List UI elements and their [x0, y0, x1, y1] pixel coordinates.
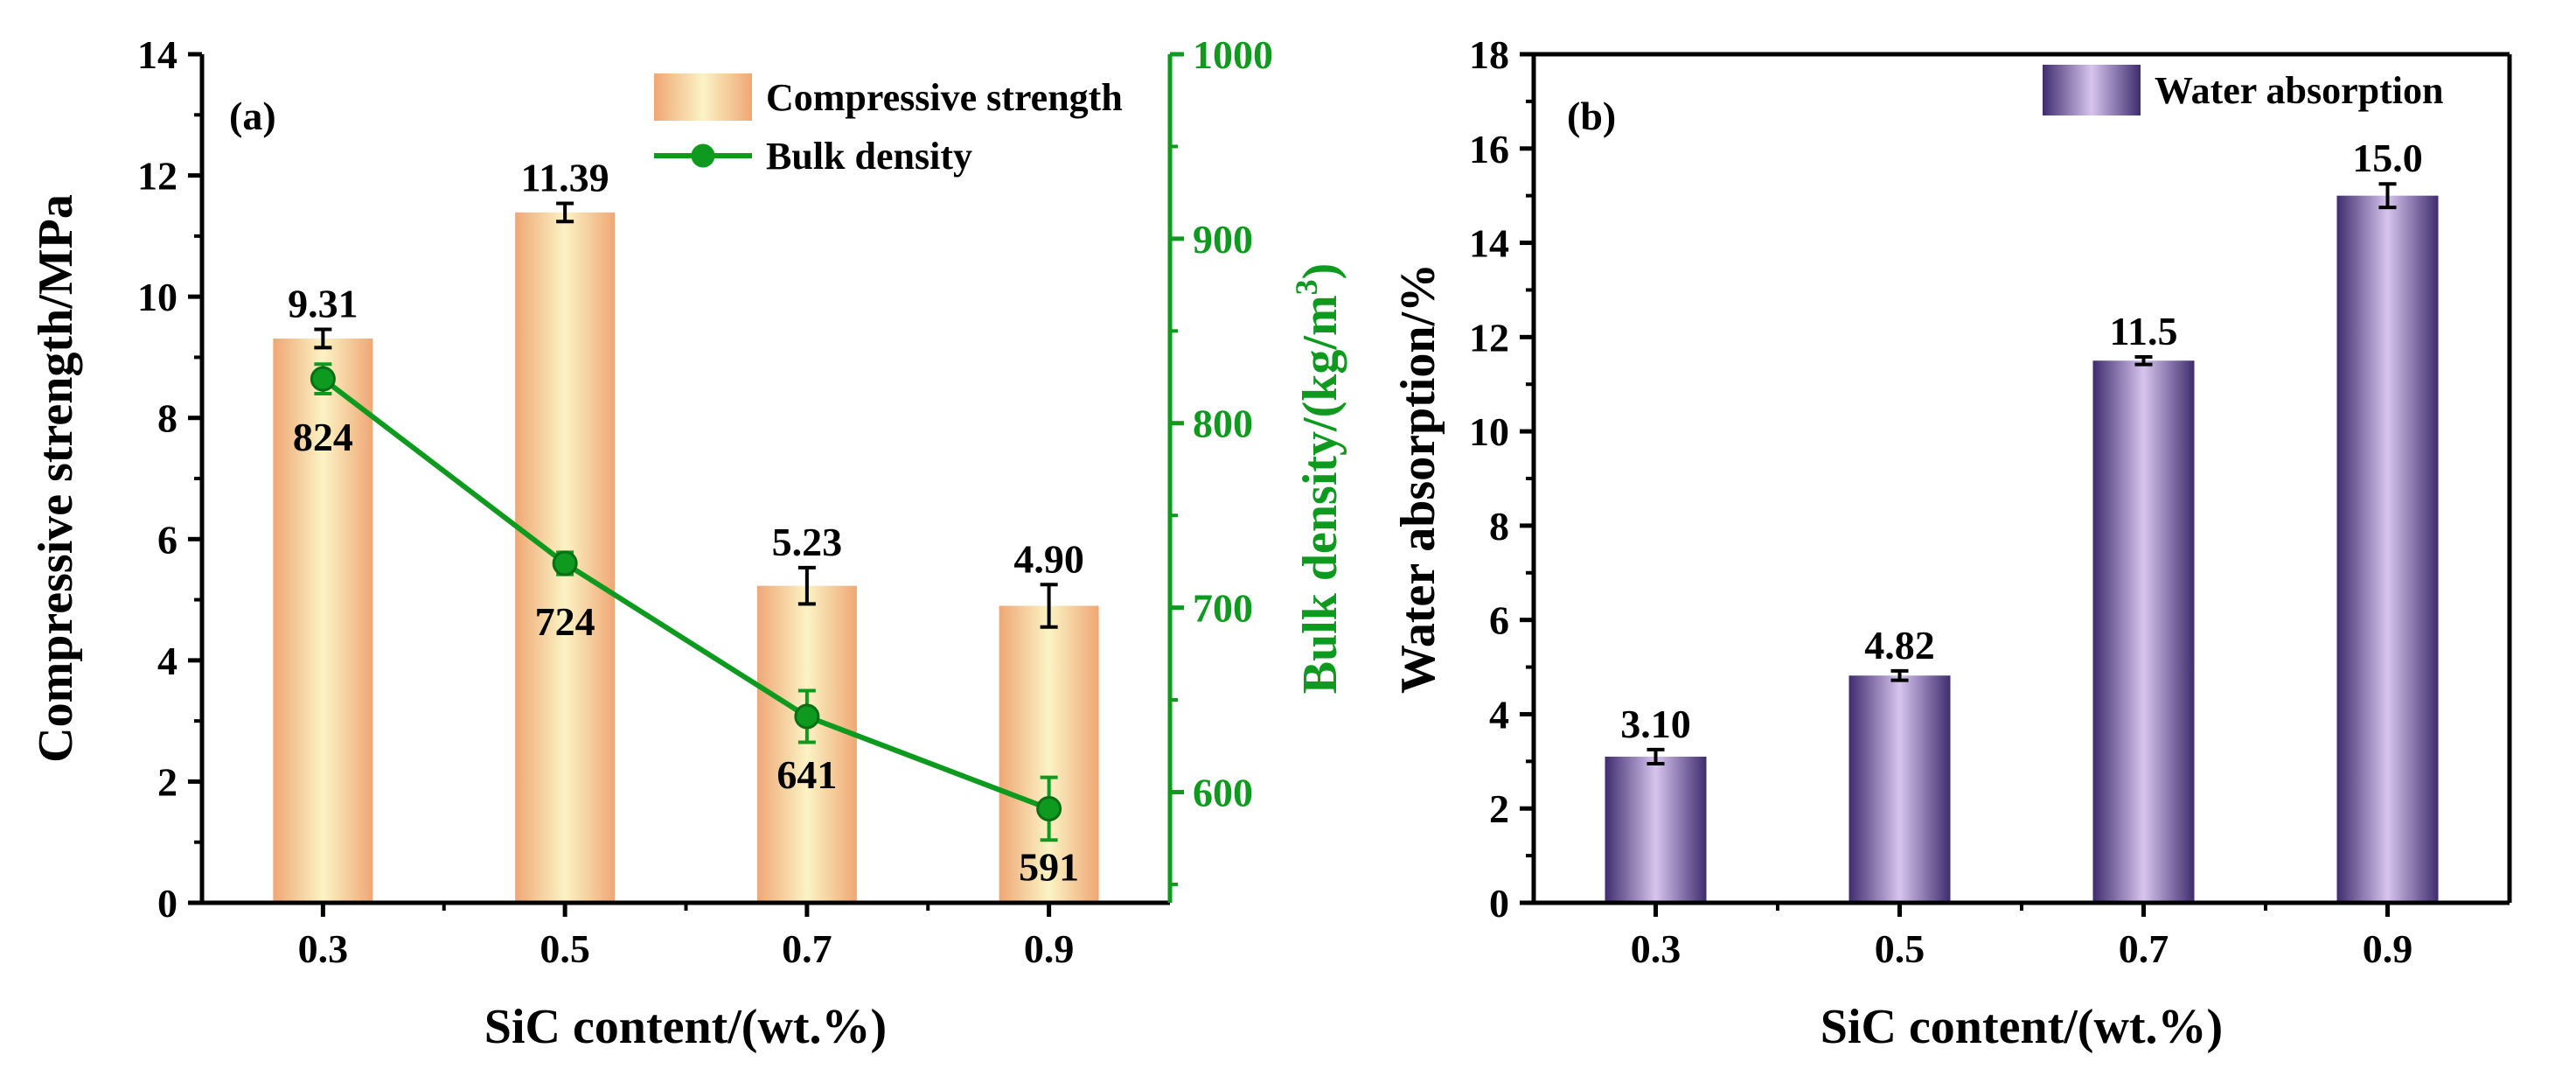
b-xtick-label: 0.7: [2119, 926, 2169, 971]
a-xtick-label: 0.5: [540, 926, 590, 971]
a-bulk-density-point: [1038, 797, 1061, 820]
a-bulk-density-point: [796, 705, 818, 728]
a-ytick-label: 4: [157, 639, 178, 683]
a-bar-value-label: 5.23: [772, 520, 843, 564]
b-xtick-label: 0.5: [1875, 926, 1925, 971]
a-legend-label-compressive-strength: Compressive strength: [766, 76, 1123, 119]
b-bar-errorbars-layer: [1647, 184, 2397, 764]
a-legend-marker-bulk-density: [693, 145, 714, 166]
b-legend-label-water-absorption: Water absorption: [2155, 69, 2443, 112]
a-ytick-label: 14: [137, 32, 178, 77]
a-ytick-label: 6: [157, 517, 178, 562]
a-y2tick-label: 700: [1193, 586, 1253, 631]
a-y2tick-label: 900: [1193, 217, 1253, 262]
a-legend: Compressive strength Bulk density: [654, 73, 1123, 178]
a-ytick-label: 0: [157, 881, 178, 926]
a-panel-label: (a): [229, 94, 276, 138]
panel-a: 9.31 11.39 5.23 4.90 824 724 641 591 0 2 4 6 8 10 12…: [29, 32, 1347, 1054]
a-y2-axis-title-main: Bulk density/(kg/m: [1293, 295, 1347, 694]
b-bars-layer: [1605, 196, 2439, 903]
b-bar: [2093, 360, 2195, 903]
b-xtick-label: 0.9: [2363, 926, 2413, 971]
a-ytick-label: 8: [157, 396, 178, 441]
a-bar-value-label: 9.31: [288, 282, 359, 326]
a-xtick-label: 0.9: [1024, 926, 1075, 971]
a-line-layer: [311, 364, 1060, 840]
b-ytick-label: 14: [1469, 221, 1509, 266]
b-ytick-label: 16: [1469, 127, 1509, 171]
b-legend: Water absorption: [2043, 65, 2443, 115]
b-bar: [1605, 757, 1707, 903]
b-bar: [1849, 675, 1951, 903]
b-ytick-label: 6: [1489, 598, 1509, 643]
a-xtick-label: 0.7: [782, 926, 832, 971]
a-line-labels-layer: 824 724 641 591: [293, 415, 1079, 889]
b-ytick-label: 12: [1469, 315, 1509, 360]
a-bulk-density-value-label: 724: [535, 599, 595, 644]
b-xtick-label: 0.3: [1631, 926, 1681, 971]
a-bar-labels-layer: 9.31 11.39 5.23 4.90: [288, 155, 1084, 581]
a-ytick-label: 2: [157, 759, 178, 804]
a-left-axis-ticks: 0 2 4 6 8 10 12 14: [137, 32, 202, 926]
a-ytick-label: 12: [137, 154, 178, 199]
b-bar-value-label: 15.0: [2352, 136, 2423, 180]
a-y2-axis-title: Bulk density/(kg/m3): [1289, 263, 1347, 695]
b-ytick-label: 2: [1489, 786, 1509, 831]
a-bar-errorbars-layer: [314, 203, 1057, 626]
a-y2tick-label: 600: [1193, 770, 1253, 814]
a-legend-swatch-compressive-strength: [654, 73, 752, 121]
a-y-axis-title: Compressive strength/MPa: [29, 194, 83, 763]
a-bulk-density-point: [553, 552, 576, 575]
a-ytick-label: 10: [137, 275, 178, 319]
b-bar-value-label: 3.10: [1620, 702, 1691, 746]
b-ytick-label: 8: [1489, 504, 1509, 548]
b-y-axis-title: Water absorption/%: [1391, 263, 1445, 694]
a-y2tick-label: 1000: [1193, 32, 1273, 77]
a-legend-label-bulk-density: Bulk density: [766, 135, 972, 178]
a-bulk-density-value-label: 591: [1019, 844, 1079, 889]
a-bulk-density-point: [311, 367, 334, 390]
b-ytick-label: 0: [1489, 881, 1509, 926]
b-x-axis-title: SiC content/(wt.%): [1821, 1000, 2223, 1054]
a-bulk-density-value-label: 824: [293, 415, 353, 459]
a-bulk-density-line: [323, 379, 1048, 808]
a-bars-layer: [273, 213, 1098, 903]
b-bar-value-label: 4.82: [1864, 623, 1935, 667]
b-ytick-label: 4: [1489, 692, 1509, 737]
a-y2-axis-title-sup: 3: [1289, 279, 1324, 295]
b-x-axis-ticks: 0.3 0.5 0.7 0.9: [1631, 903, 2413, 971]
a-bar-value-label: 11.39: [521, 155, 609, 199]
a-right-axis-ticks: 600 700 800 900 1000: [1170, 32, 1273, 884]
a-y2tick-label: 800: [1193, 402, 1253, 446]
b-ytick-label: 18: [1469, 32, 1509, 77]
a-bar: [757, 586, 857, 903]
b-bar-value-label: 11.5: [2110, 309, 2178, 353]
a-y2-axis-title-close: ): [1293, 263, 1347, 280]
a-bar-value-label: 4.90: [1013, 536, 1084, 581]
a-x-axis-ticks: 0.3 0.5 0.7 0.9: [298, 903, 1075, 971]
b-legend-swatch-water-absorption: [2043, 65, 2141, 115]
a-x-axis-title: SiC content/(wt.%): [484, 1000, 887, 1054]
b-bar-labels-layer: 3.10 4.82 11.5 15.0: [1620, 136, 2423, 746]
b-ytick-label: 10: [1469, 409, 1509, 454]
b-left-axis-ticks: 0 2 4 6 8 10 12 14 16 18: [1469, 32, 1534, 926]
b-panel-label: (b): [1567, 94, 1616, 138]
b-bar: [2337, 196, 2439, 903]
a-xtick-label: 0.3: [298, 926, 349, 971]
a-bulk-density-value-label: 641: [776, 752, 837, 797]
